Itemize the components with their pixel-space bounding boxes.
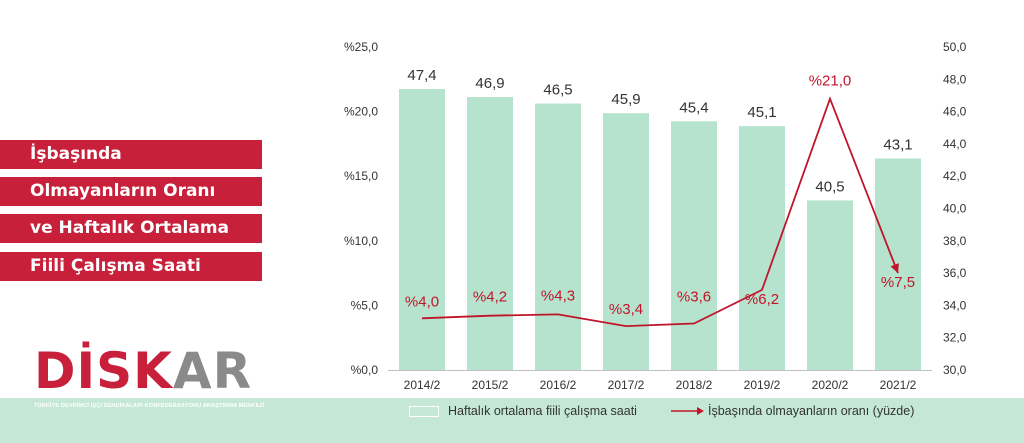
right-axis-tick: 44,0 xyxy=(943,137,967,151)
rate-value-label: %4,0 xyxy=(405,293,439,310)
bar-value-label: 43,1 xyxy=(883,136,912,153)
footer-band xyxy=(0,398,1024,443)
rate-value-label: %7,5 xyxy=(881,274,915,291)
bar xyxy=(535,103,581,371)
rate-value-label: %6,2 xyxy=(745,291,779,308)
category-label: 2014/2 xyxy=(404,378,441,392)
category-label: 2019/2 xyxy=(744,378,781,392)
right-axis-tick: 46,0 xyxy=(943,105,967,119)
title-line-2: Olmayanların Oranı xyxy=(0,177,262,206)
diskar-logo: DİSKAR xyxy=(34,346,252,396)
right-axis-tick: 32,0 xyxy=(943,331,967,345)
left-axis-tick: %15,0 xyxy=(344,169,378,183)
left-axis-tick: %25,0 xyxy=(344,40,378,54)
right-axis-tick: 48,0 xyxy=(943,72,967,86)
bar-value-label: 47,4 xyxy=(407,67,436,84)
right-axis-tick: 36,0 xyxy=(943,266,967,280)
category-label: 2020/2 xyxy=(812,378,849,392)
right-axis-tick: 50,0 xyxy=(943,40,967,54)
rate-value-label: %3,6 xyxy=(677,288,711,305)
bar-value-label: 45,4 xyxy=(679,99,708,116)
left-axis-tick: %10,0 xyxy=(344,234,378,248)
bar xyxy=(399,88,445,371)
right-axis-tick: 42,0 xyxy=(943,169,967,183)
title-line-3: ve Haftalık Ortalama xyxy=(0,214,262,243)
right-axis-tick: 30,0 xyxy=(943,363,967,377)
left-axis-tick: %0,0 xyxy=(351,363,379,377)
bar xyxy=(739,126,785,370)
logo-red-part: DİSK xyxy=(34,342,173,400)
right-axis-tick: 34,0 xyxy=(943,298,967,312)
bar xyxy=(671,121,717,370)
legend-bar-label: Haftalık ortalama fiili çalışma saati xyxy=(448,404,637,418)
bar-value-label: 45,1 xyxy=(747,104,776,121)
category-label: 2016/2 xyxy=(540,378,577,392)
logo-grey-part: AR xyxy=(172,342,253,400)
bar xyxy=(807,200,853,370)
bar-value-label: 46,9 xyxy=(475,75,504,92)
bar xyxy=(603,113,649,370)
category-label: 2021/2 xyxy=(880,378,917,392)
right-axis-tick: 38,0 xyxy=(943,234,967,248)
left-axis-tick: %5,0 xyxy=(351,298,379,312)
legend-line-label: İşbaşında olmayanların oranı (yüzde) xyxy=(708,404,915,418)
bar-value-label: 45,9 xyxy=(611,91,640,108)
bar-value-label: 46,5 xyxy=(543,82,572,99)
rate-value-label: %21,0 xyxy=(809,73,852,90)
bar-value-label: 40,5 xyxy=(815,178,844,195)
right-axis-tick: 40,0 xyxy=(943,202,967,216)
rate-line xyxy=(421,96,899,328)
title-line-1: İşbaşında xyxy=(0,140,262,169)
logo-tagline: TÜRKİYE DEVRİMCİ İŞÇİ SENDİKALARI KONFED… xyxy=(34,403,265,409)
rate-line-arrowhead xyxy=(890,263,899,274)
rate-value-label: %4,3 xyxy=(541,287,575,304)
category-label: 2015/2 xyxy=(472,378,509,392)
rate-value-label: %4,2 xyxy=(473,289,507,306)
rate-value-label: %3,4 xyxy=(609,301,643,318)
left-axis-tick: %20,0 xyxy=(344,105,378,119)
title-line-4: Fiili Çalışma Saati xyxy=(0,252,262,281)
category-label: 2017/2 xyxy=(608,378,645,392)
category-label: 2018/2 xyxy=(676,378,713,392)
legend-bar-swatch xyxy=(409,406,439,417)
chart: %0,0 %5,0 %10,0 %15,0 %20,0 %25,0 30,0 32,0 34,0… xyxy=(344,40,967,392)
bar xyxy=(467,97,513,370)
